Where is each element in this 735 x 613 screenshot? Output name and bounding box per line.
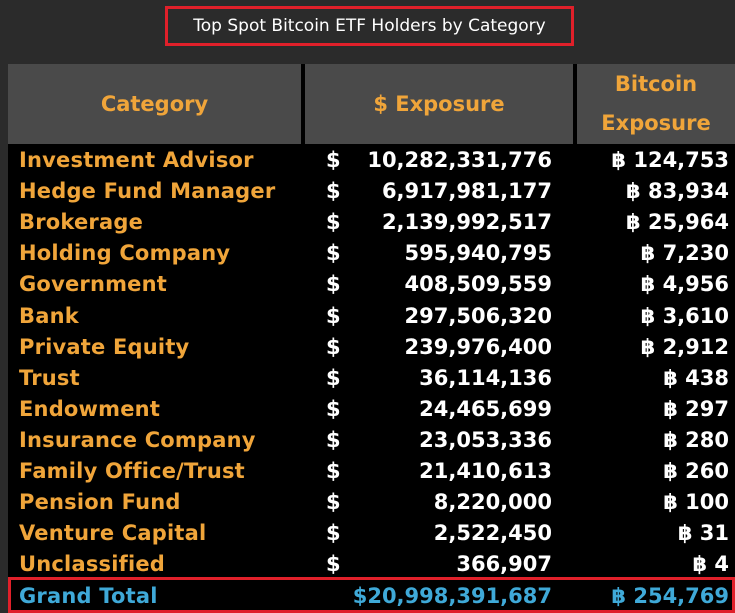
total-label: Grand Total xyxy=(19,584,158,609)
row-btc-exposure: ฿ 2,912 xyxy=(640,334,729,359)
row-btc-exposure: ฿ 124,753 xyxy=(611,148,729,172)
header-btc-exposure: Bitcoin Exposure xyxy=(577,64,735,144)
table-row: Family Office/Trust $21,410,613 ฿ 260 xyxy=(8,456,735,487)
row-btc-exposure: ฿ 83,934 xyxy=(626,179,729,204)
row-usd-exposure: 2,139,992,517 xyxy=(381,210,552,235)
row-dollar-sign: $ xyxy=(326,521,341,546)
row-usd-exposure: 10,282,331,776 xyxy=(367,148,552,172)
row-category: Bank xyxy=(19,303,79,328)
row-btc-exposure: ฿ 438 xyxy=(663,365,729,390)
header-usd-exposure: $ Exposure xyxy=(305,64,573,144)
row-dollar-sign: $ xyxy=(326,272,341,297)
table-row: Government $408,509,559 ฿ 4,956 xyxy=(8,269,735,300)
row-dollar-sign: $ xyxy=(326,365,341,390)
row-dollar-sign: $ xyxy=(326,396,341,421)
row-btc-exposure: ฿ 3,610 xyxy=(640,303,729,328)
row-dollar-sign: $ xyxy=(326,427,341,452)
row-btc-exposure: ฿ 297 xyxy=(663,396,729,421)
header-divider xyxy=(573,64,577,144)
row-btc-exposure: ฿ 31 xyxy=(677,521,729,546)
row-category: Hedge Fund Manager xyxy=(19,179,276,204)
row-dollar-sign: $ xyxy=(326,210,341,235)
row-dollar-sign: $ xyxy=(326,552,341,577)
row-usd-exposure: 2,522,450 xyxy=(433,521,552,546)
table-row: Trust $36,114,136 ฿ 438 xyxy=(8,363,735,394)
row-usd-exposure: 595,940,795 xyxy=(404,241,552,266)
row-category: Trust xyxy=(19,365,80,390)
row-category: Insurance Company xyxy=(19,427,256,452)
row-usd-exposure: 23,053,336 xyxy=(419,427,552,452)
etf-holders-table: Category $ Exposure Bitcoin Exposure Inv… xyxy=(8,64,735,613)
row-btc-exposure: ฿ 4,956 xyxy=(640,272,729,297)
row-usd-exposure: 24,465,699 xyxy=(419,396,552,421)
row-btc-exposure: ฿ 280 xyxy=(663,427,729,452)
header-divider xyxy=(301,64,305,144)
table-row: Insurance Company $23,053,336 ฿ 280 xyxy=(8,425,735,456)
grand-total-row: Grand Total $20,998,391,687 ฿ 254,769 xyxy=(8,581,735,612)
row-category: Unclassified xyxy=(19,552,166,577)
row-category: Holding Company xyxy=(19,241,231,266)
row-category: Investment Advisor xyxy=(19,148,254,172)
grand-total-highlight xyxy=(8,577,735,613)
row-usd-exposure: 408,509,559 xyxy=(404,272,552,297)
row-usd-exposure: 366,907 xyxy=(456,552,552,577)
row-btc-exposure: ฿ 25,964 xyxy=(626,210,729,235)
row-btc-exposure: ฿ 4 xyxy=(692,552,729,577)
row-dollar-sign: $ xyxy=(326,241,341,266)
row-dollar-sign: $ xyxy=(326,490,341,515)
row-category: Pension Fund xyxy=(19,490,181,515)
row-dollar-sign: $ xyxy=(326,148,341,172)
title-bar: Top Spot Bitcoin ETF Holders by Category xyxy=(0,0,735,60)
row-dollar-sign: $ xyxy=(326,459,341,483)
table-row: Holding Company $595,940,795 ฿ 7,230 xyxy=(8,238,735,269)
row-usd-exposure: 239,976,400 xyxy=(404,334,552,359)
row-category: Endowment xyxy=(19,396,161,421)
total-btc-exposure: ฿ 254,769 xyxy=(611,584,729,609)
table-row: Venture Capital $2,522,450 ฿ 31 xyxy=(8,518,735,549)
table-row: Private Equity $239,976,400 ฿ 2,912 xyxy=(8,332,735,363)
row-category: Government xyxy=(19,272,168,297)
chart-title: Top Spot Bitcoin ETF Holders by Category xyxy=(165,6,574,46)
table-row: Brokerage $2,139,992,517 ฿ 25,964 xyxy=(8,207,735,238)
table-row: Endowment $24,465,699 ฿ 297 xyxy=(8,394,735,425)
header-btc-line1: Bitcoin xyxy=(614,72,698,96)
table-row: Pension Fund $8,220,000 ฿ 100 xyxy=(8,487,735,518)
row-category: Private Equity xyxy=(19,334,190,359)
header-category: Category xyxy=(8,64,301,144)
row-usd-exposure: 6,917,981,177 xyxy=(381,179,552,204)
row-usd-exposure: 297,506,320 xyxy=(404,303,552,328)
row-category: Brokerage xyxy=(19,210,144,235)
row-usd-exposure: 36,114,136 xyxy=(419,365,552,390)
row-category: Family Office/Trust xyxy=(19,459,245,483)
row-btc-exposure: ฿ 7,230 xyxy=(640,241,729,266)
table-row: Investment Advisor $10,282,331,776 ฿ 124,7… xyxy=(8,145,735,176)
total-usd-exposure: $20,998,391,687 xyxy=(352,584,552,609)
row-dollar-sign: $ xyxy=(326,179,341,204)
header-btc-line2: Exposure xyxy=(601,111,711,135)
row-category: Venture Capital xyxy=(19,521,207,546)
row-usd-exposure: 21,410,613 xyxy=(419,459,552,483)
table-row: Unclassified $366,907 ฿ 4 xyxy=(8,549,735,580)
row-dollar-sign: $ xyxy=(326,303,341,328)
table-row: Hedge Fund Manager $6,917,981,177 ฿ 83,934 xyxy=(8,176,735,207)
row-btc-exposure: ฿ 260 xyxy=(663,459,729,483)
row-btc-exposure: ฿ 100 xyxy=(663,490,729,515)
row-usd-exposure: 8,220,000 xyxy=(433,490,552,515)
row-dollar-sign: $ xyxy=(326,334,341,359)
table-row: Bank $297,506,320 ฿ 3,610 xyxy=(8,301,735,332)
